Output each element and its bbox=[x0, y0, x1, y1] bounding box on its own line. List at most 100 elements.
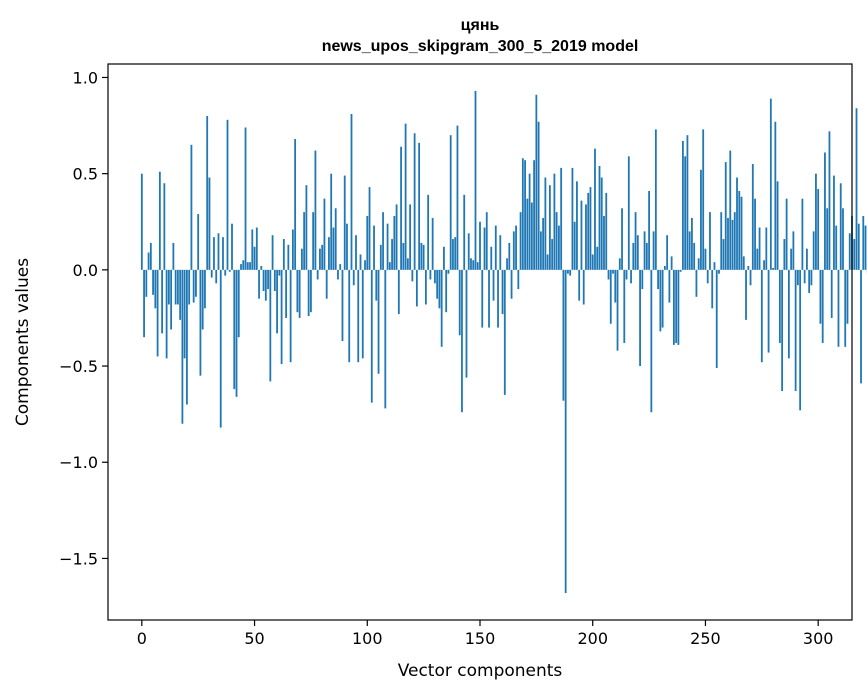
bar bbox=[276, 269, 278, 334]
bar bbox=[555, 212, 558, 270]
bar bbox=[817, 189, 820, 270]
bar bbox=[312, 212, 315, 270]
bar bbox=[501, 269, 504, 315]
bar bbox=[217, 233, 220, 270]
bar bbox=[508, 242, 511, 270]
bar bbox=[454, 237, 457, 270]
bar bbox=[612, 269, 614, 274]
bar bbox=[167, 269, 170, 305]
bar bbox=[488, 269, 490, 328]
bar bbox=[837, 269, 840, 347]
y-tick-label: −1.0 bbox=[59, 453, 98, 472]
bar bbox=[645, 242, 648, 270]
bar bbox=[393, 215, 396, 270]
bar bbox=[298, 269, 301, 318]
bar bbox=[316, 269, 319, 280]
bar bbox=[170, 269, 173, 330]
bar bbox=[733, 212, 736, 270]
bar bbox=[470, 258, 472, 270]
bar bbox=[307, 269, 310, 317]
bar bbox=[693, 242, 696, 270]
bar bbox=[411, 269, 414, 282]
bar bbox=[429, 269, 432, 280]
bar bbox=[833, 175, 835, 270]
bar bbox=[564, 269, 567, 594]
bar bbox=[260, 266, 263, 270]
bar bbox=[325, 269, 328, 299]
bar bbox=[702, 129, 705, 270]
bar bbox=[767, 269, 770, 353]
bar bbox=[749, 269, 752, 286]
bar bbox=[801, 198, 804, 270]
bar bbox=[783, 239, 786, 270]
bar bbox=[195, 269, 197, 297]
bar bbox=[769, 98, 772, 270]
bar bbox=[251, 229, 254, 270]
bar bbox=[420, 242, 423, 270]
bar bbox=[391, 239, 393, 270]
bar bbox=[686, 135, 689, 270]
bar bbox=[427, 194, 430, 270]
bar bbox=[174, 269, 177, 305]
bar bbox=[571, 167, 574, 270]
bar bbox=[474, 90, 477, 270]
bar bbox=[736, 177, 738, 270]
bar bbox=[684, 156, 687, 270]
bar bbox=[233, 269, 236, 390]
bar bbox=[661, 269, 664, 328]
bar bbox=[328, 237, 330, 270]
bar bbox=[539, 231, 542, 270]
bar bbox=[530, 202, 533, 270]
bar bbox=[533, 160, 536, 270]
bar bbox=[558, 225, 560, 270]
bar bbox=[594, 148, 596, 270]
bar bbox=[666, 235, 669, 270]
plot-frame bbox=[107, 63, 853, 621]
bar bbox=[291, 229, 294, 270]
bar bbox=[528, 173, 531, 270]
bar bbox=[152, 269, 154, 295]
x-axis-ticks: 0 50 100 150 200 250 300 bbox=[137, 620, 833, 648]
bar bbox=[440, 269, 443, 347]
bar bbox=[839, 183, 842, 270]
bar bbox=[842, 208, 844, 270]
bar bbox=[237, 269, 240, 338]
bar bbox=[348, 269, 351, 363]
bar bbox=[722, 239, 725, 270]
bar bbox=[267, 269, 269, 290]
bar bbox=[864, 225, 867, 270]
bar bbox=[643, 231, 646, 270]
bar bbox=[553, 173, 556, 270]
bar bbox=[145, 269, 148, 297]
y-tick-label: 0.5 bbox=[73, 165, 98, 184]
bar bbox=[605, 192, 608, 270]
bar bbox=[461, 269, 463, 413]
x-axis-label: Vector components bbox=[398, 661, 563, 681]
bar bbox=[181, 269, 184, 424]
bar bbox=[510, 269, 513, 299]
bar bbox=[445, 269, 448, 313]
bar bbox=[819, 269, 822, 324]
bar bbox=[240, 264, 242, 270]
bar bbox=[443, 246, 445, 270]
bar bbox=[724, 162, 727, 270]
bar bbox=[567, 269, 569, 274]
bar bbox=[675, 269, 678, 343]
bar bbox=[812, 231, 815, 270]
bar bbox=[718, 269, 720, 274]
y-tick-label: −1.5 bbox=[59, 549, 98, 568]
bar bbox=[614, 269, 617, 303]
bar bbox=[285, 269, 288, 318]
bar bbox=[607, 269, 610, 280]
bar bbox=[386, 223, 389, 270]
bar bbox=[524, 160, 526, 270]
bar bbox=[213, 237, 215, 270]
bar bbox=[794, 269, 797, 392]
bar bbox=[447, 269, 450, 274]
bar bbox=[352, 269, 355, 286]
bar bbox=[729, 150, 732, 270]
bar bbox=[846, 269, 849, 324]
bar bbox=[483, 227, 486, 270]
bar bbox=[576, 181, 578, 270]
bar bbox=[199, 269, 202, 376]
